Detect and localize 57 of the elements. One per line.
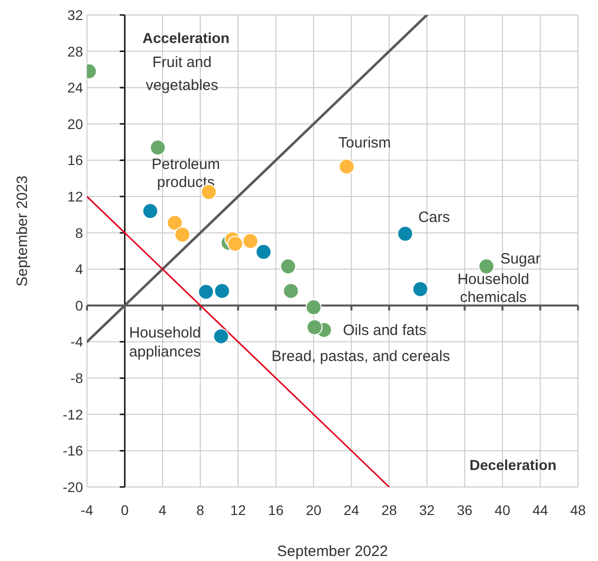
y-tick-label: -20 xyxy=(62,478,84,495)
y-tick-label: -16 xyxy=(62,442,84,459)
y-tick-label: 32 xyxy=(67,6,84,23)
point xyxy=(166,214,183,231)
point xyxy=(306,319,323,336)
x-tick-label: 32 xyxy=(419,502,435,518)
point xyxy=(213,328,230,344)
y-tick-label: 24 xyxy=(67,80,84,96)
y-tick-label: -4 xyxy=(70,334,84,350)
x-axis-title: September 2022 xyxy=(277,543,388,560)
point xyxy=(282,282,299,299)
x-tick-label: 24 xyxy=(344,502,360,518)
y-tick-label: 12 xyxy=(67,188,84,205)
annotation: Fruit and vegetables xyxy=(146,54,218,94)
x-tick-label: 0 xyxy=(120,502,129,518)
x-tick-label: 8 xyxy=(196,502,204,518)
point xyxy=(198,284,214,300)
y-tick-label: -12 xyxy=(62,406,84,422)
x-tick-label: 16 xyxy=(268,502,284,518)
point xyxy=(338,158,355,175)
annotation: Oils and fats xyxy=(343,321,426,338)
point xyxy=(306,299,322,316)
y-tick-label: 16 xyxy=(67,152,84,168)
x-tick-label: 12 xyxy=(230,502,246,518)
y-tick-label: 0 xyxy=(75,297,84,314)
annotation: Tourism xyxy=(338,134,391,152)
x-tick-label: 28 xyxy=(381,502,398,518)
x-tick-label: 48 xyxy=(570,502,586,518)
point xyxy=(150,140,166,156)
annotation: Acceleration xyxy=(142,31,230,47)
annotation: Cars xyxy=(418,208,450,226)
annotation: Sugar xyxy=(500,250,540,267)
point xyxy=(142,203,158,220)
point xyxy=(242,233,258,250)
annotation: Household chemicals xyxy=(457,270,530,306)
annotation: Household appliances xyxy=(129,324,201,360)
y-tick-label: 8 xyxy=(75,224,84,241)
y-tick-label: 20 xyxy=(67,116,84,132)
point xyxy=(478,258,494,274)
x-tick-label: 40 xyxy=(494,502,510,518)
annotation: Deceleration xyxy=(469,458,557,474)
point xyxy=(214,282,230,299)
point xyxy=(280,258,296,274)
x-tick-label: 36 xyxy=(456,502,473,518)
x-tick-label: 4 xyxy=(158,502,167,518)
x-tick-label: 20 xyxy=(306,502,322,518)
point xyxy=(227,236,244,252)
x-tick-label: 44 xyxy=(532,502,548,518)
y-axis-title: September 2023 xyxy=(14,176,30,286)
y-tick-label: -8 xyxy=(70,370,84,386)
y-tick-label: 4 xyxy=(75,261,84,278)
point xyxy=(174,226,190,243)
point xyxy=(412,281,428,298)
y-tick-label: 28 xyxy=(67,43,84,60)
point xyxy=(256,244,272,260)
annotation: Bread, pastas, and cereals xyxy=(272,348,450,365)
point xyxy=(397,226,414,242)
